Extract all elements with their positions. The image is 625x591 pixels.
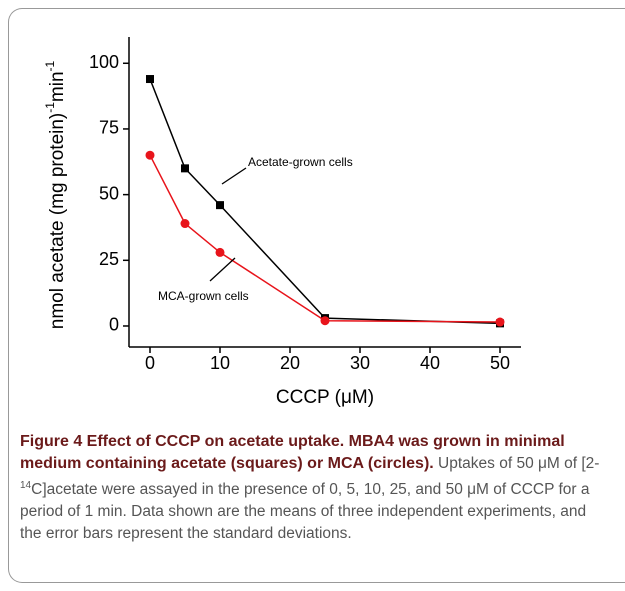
y-label-text: min	[47, 71, 68, 102]
caption-bold: Figure 4 Effect of CCCP on acetate uptak…	[20, 433, 565, 472]
point	[146, 75, 154, 84]
y-label-sup: -1	[43, 60, 57, 71]
point	[181, 164, 189, 173]
annotation-pointer	[209, 257, 236, 282]
x-tick-label: 10	[210, 353, 230, 373]
y-tick-label: 0	[109, 315, 119, 335]
chart: nmol acetate (mg protein)-1min-1 CCCP (μ…	[43, 37, 521, 408]
y-axis-label: nmol acetate (mg protein)-1min-1	[43, 60, 68, 329]
caption: Figure 4 Effect of CCCP on acetate uptak…	[20, 431, 610, 545]
x-tick-label: 40	[420, 353, 440, 373]
point	[145, 150, 155, 160]
annotation-pointer	[221, 167, 247, 185]
y-label-sup: -1	[43, 102, 57, 113]
caption-text: C]acetate were assayed in the presence o…	[20, 481, 590, 543]
x-tick-label: 0	[145, 353, 155, 373]
caption-sup: 14	[20, 480, 32, 491]
series-line	[149, 78, 501, 325]
point	[216, 201, 224, 210]
annotation: Acetate-grown cells	[248, 155, 353, 169]
point	[495, 317, 505, 327]
x-axis-label: CCCP (μM)	[276, 387, 374, 408]
point	[180, 219, 190, 229]
y-tick-label: 25	[99, 249, 119, 269]
y-tick-label: 100	[89, 52, 119, 72]
point	[215, 247, 225, 257]
point	[320, 316, 330, 326]
x-tick-label: 20	[280, 353, 300, 373]
x-tick-label: 50	[490, 353, 510, 373]
annotation: MCA-grown cells	[158, 289, 249, 303]
y-label-text: nmol acetate (mg protein)	[47, 113, 68, 330]
caption-text: Uptakes of 50 μM of [2-	[438, 455, 600, 472]
figure-frame	[8, 8, 625, 583]
y-tick-label: 50	[99, 183, 119, 203]
x-tick-label: 30	[350, 353, 370, 373]
y-tick-label: 75	[99, 118, 119, 138]
